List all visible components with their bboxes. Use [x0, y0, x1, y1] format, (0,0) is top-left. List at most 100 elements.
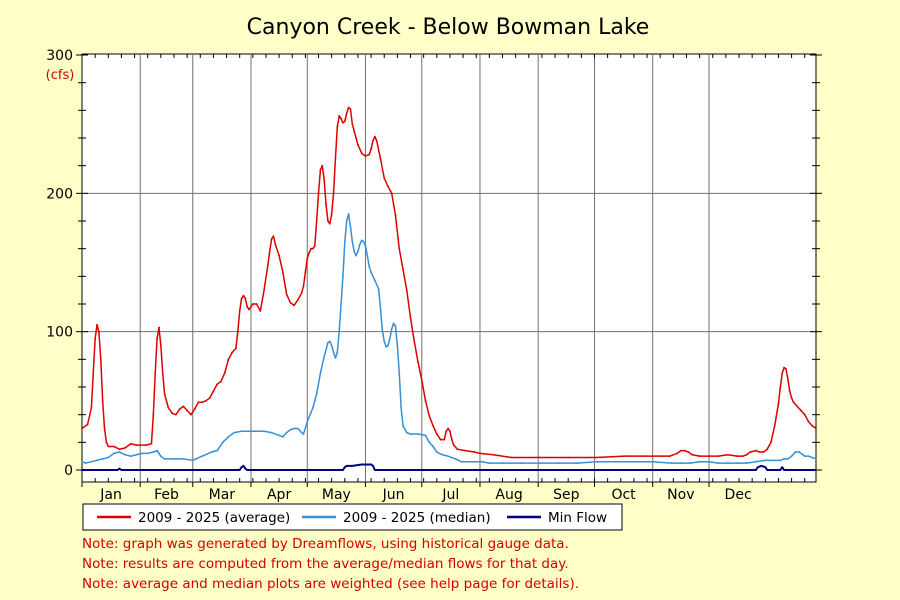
data-point: [105, 441, 108, 444]
data-point: [595, 460, 598, 463]
data-point: [362, 240, 365, 243]
y-tick-label: 0: [64, 463, 73, 479]
data-point: [216, 449, 219, 452]
data-point: [208, 397, 211, 399]
data-point: [672, 453, 675, 456]
data-point: [428, 415, 431, 417]
data-point: [405, 289, 408, 292]
data-point: [231, 351, 234, 354]
data-point: [238, 310, 241, 312]
data-point: [779, 386, 782, 388]
data-point: [248, 308, 250, 311]
data-point: [353, 130, 356, 132]
x-tick-label: Nov: [667, 487, 694, 503]
data-point: [159, 344, 162, 347]
data-point: [171, 412, 174, 415]
data-point: [107, 456, 110, 459]
data-point: [101, 399, 104, 402]
data-point: [289, 428, 292, 431]
data-point: [103, 427, 106, 430]
data-point: [394, 214, 397, 217]
data-point: [783, 458, 785, 460]
data-point: [360, 239, 363, 242]
data-point: [368, 153, 371, 156]
data-point: [388, 337, 391, 340]
data-point: [398, 372, 401, 375]
note-line: Note: results are computed from the aver…: [82, 556, 569, 572]
data-point: [327, 341, 329, 344]
data-point: [781, 466, 784, 469]
data-point: [387, 185, 389, 188]
data-point: [595, 456, 598, 459]
data-point: [460, 460, 463, 463]
data-point: [94, 337, 97, 340]
data-point: [428, 441, 431, 444]
series-points: [81, 463, 817, 471]
data-point: [717, 462, 720, 464]
data-point: [447, 455, 449, 458]
data-point: [144, 444, 147, 446]
data-point: [360, 152, 363, 155]
data-point: [156, 449, 158, 452]
data-point: [800, 409, 802, 412]
data-point: [749, 451, 752, 453]
data-point: [796, 405, 799, 408]
note-line: Note: average and median plots are weigh…: [82, 576, 579, 592]
data-point: [698, 460, 701, 463]
data-point: [248, 430, 250, 433]
y-axis-unit-label: (cfs): [46, 68, 75, 83]
data-point: [357, 144, 359, 146]
data-point: [242, 294, 245, 297]
data-point: [210, 451, 213, 453]
data-point: [349, 225, 352, 228]
note-line: Note: graph was generated by Dreamflows,…: [82, 536, 569, 552]
data-point: [342, 275, 344, 278]
data-point: [345, 464, 348, 467]
data-point: [332, 192, 335, 195]
data-point: [323, 355, 326, 358]
x-tick-label: Dec: [725, 487, 752, 503]
data-point: [81, 460, 83, 463]
y-tick-label: 300: [46, 48, 73, 64]
data-point: [661, 455, 663, 458]
data-point: [435, 433, 438, 435]
data-point: [803, 455, 806, 458]
data-point: [351, 240, 354, 243]
data-point: [347, 213, 350, 215]
data-point: [783, 366, 785, 369]
data-point: [366, 254, 369, 257]
data-point: [755, 469, 757, 471]
data-point: [364, 245, 367, 247]
data-point: [161, 372, 164, 375]
data-point: [745, 462, 748, 464]
data-point: [158, 326, 160, 329]
data-point: [251, 303, 254, 305]
data-point: [235, 347, 237, 350]
data-point: [377, 287, 380, 290]
data-point: [321, 164, 324, 167]
data-point: [306, 257, 309, 260]
x-tick-label: May: [322, 487, 351, 503]
data-point: [764, 466, 767, 469]
data-point: [141, 452, 143, 455]
data-point: [396, 344, 399, 347]
data-point: [351, 123, 354, 126]
data-point: [370, 463, 372, 466]
data-point: [424, 399, 427, 402]
data-point: [274, 243, 277, 246]
data-point: [520, 462, 523, 464]
data-point: [201, 401, 204, 404]
data-point: [278, 254, 281, 257]
data-point: [296, 427, 299, 430]
plot-area: [81, 53, 817, 483]
data-point: [340, 117, 342, 120]
data-point: [212, 390, 215, 393]
data-point: [413, 340, 416, 343]
data-point: [81, 427, 83, 430]
data-point: [129, 455, 132, 458]
data-point: [372, 464, 374, 467]
data-point: [801, 453, 804, 456]
data-point: [539, 456, 541, 459]
data-point: [355, 137, 357, 139]
data-point: [317, 192, 320, 195]
